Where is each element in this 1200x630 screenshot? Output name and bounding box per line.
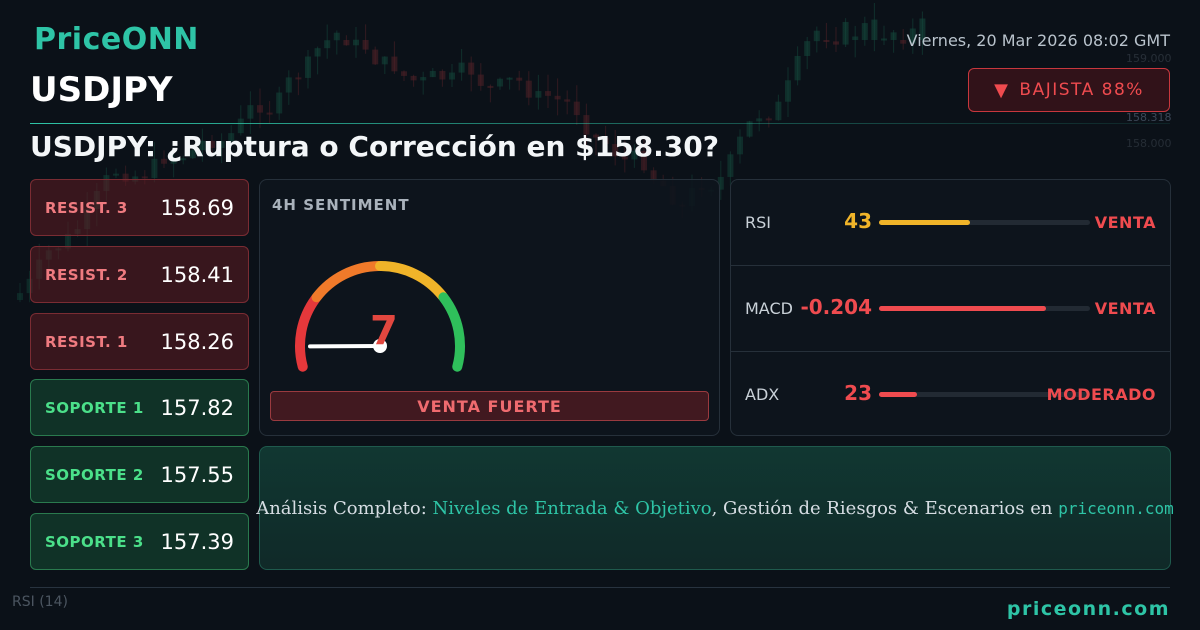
indicators-panel: RSI 43 VENTA MACD -0.204 VENTA ADX 23 MO… (730, 179, 1171, 436)
level-resistance-3: RESIST. 3 158.69 (30, 179, 249, 236)
sentiment-label: VENTA FUERTE (417, 396, 562, 416)
indicator-bar-track (879, 306, 1090, 311)
cta-banner[interactable]: Análisis Completo: Niveles de Entrada & … (256, 446, 1174, 570)
gauge-arc-segment (375, 261, 448, 302)
gauge-arc-segment (311, 261, 384, 303)
level-value: 157.82 (160, 395, 234, 420)
triangle-down-icon: ▼ (994, 79, 1010, 101)
background-indicator-label: RSI (14) (12, 594, 68, 610)
indicator-signal: VENTA (1094, 213, 1156, 232)
indicator-row-adx: ADX 23 MODERADO (731, 351, 1170, 436)
indicator-name: ADX (745, 385, 780, 404)
indicator-bar-fill (879, 306, 1046, 311)
level-support-1: SOPORTE 1 157.82 (30, 379, 249, 436)
footer-domain-link[interactable]: priceonn.com (1006, 598, 1170, 620)
indicator-value: -0.204 (800, 295, 872, 319)
level-resistance-2: RESIST. 2 158.41 (30, 246, 249, 303)
headline: USDJPY: ¿Ruptura o Corrección en $158.30… (30, 130, 719, 163)
level-label: RESIST. 1 (45, 332, 128, 351)
indicator-value: 23 (844, 381, 872, 405)
level-value: 158.26 (160, 329, 234, 354)
gauge-arc-segment (295, 293, 321, 372)
indicator-bar-track (879, 220, 1090, 225)
gauge-arc-segment (438, 292, 465, 372)
level-resistance-1: RESIST. 1 158.26 (30, 313, 249, 370)
indicator-value: 43 (844, 209, 872, 233)
sentiment-gauge (295, 261, 465, 372)
cta-lead: Análisis Completo: (256, 497, 433, 519)
gauge-hub (373, 339, 387, 353)
footer-divider (30, 587, 1170, 588)
trend-label: BAJISTA 88% (1019, 80, 1144, 100)
cta-middle: , Gestión de Riesgos & Escenarios en (711, 497, 1059, 519)
sentiment-title: 4H SENTIMENT (272, 196, 410, 214)
timestamp: Viernes, 20 Mar 2026 08:02 GMT (906, 31, 1170, 50)
sentiment-value: 7 (370, 308, 398, 354)
symbol-title: USDJPY (30, 70, 173, 110)
indicator-name: RSI (745, 213, 771, 232)
sentiment-panel: 4H SENTIMENT 7 VENTA FUERTE (259, 179, 720, 436)
level-value: 158.69 (160, 195, 234, 220)
level-label: SOPORTE 2 (45, 465, 144, 484)
sentiment-label-bar: VENTA FUERTE (270, 391, 709, 421)
level-value: 157.55 (160, 462, 234, 487)
indicator-bar-track (879, 392, 1090, 397)
level-label: SOPORTE 1 (45, 398, 144, 417)
cta-domain-link[interactable]: priceonn.com (1058, 498, 1174, 518)
indicator-bar-fill (879, 392, 917, 397)
header-divider (30, 123, 1170, 124)
trend-badge: ▼ BAJISTA 88% (968, 68, 1170, 112)
level-label: RESIST. 2 (45, 265, 128, 284)
indicator-signal: MODERADO (1046, 385, 1156, 404)
level-value: 157.39 (160, 529, 234, 554)
indicator-name: MACD (745, 299, 793, 318)
indicator-signal: VENTA (1094, 299, 1156, 318)
level-value: 158.41 (160, 262, 234, 287)
level-support-3: SOPORTE 3 157.39 (30, 513, 249, 570)
cta-highlight[interactable]: Niveles de Entrada & Objetivo (432, 497, 712, 519)
level-support-2: SOPORTE 2 157.55 (30, 446, 249, 503)
indicator-bar-fill (879, 220, 970, 225)
brand-logo: PriceONN (34, 22, 199, 57)
indicator-row-macd: MACD -0.204 VENTA (731, 265, 1170, 350)
indicator-row-rsi: RSI 43 VENTA (731, 180, 1170, 265)
level-label: SOPORTE 3 (45, 532, 144, 551)
level-label: RESIST. 3 (45, 198, 128, 217)
